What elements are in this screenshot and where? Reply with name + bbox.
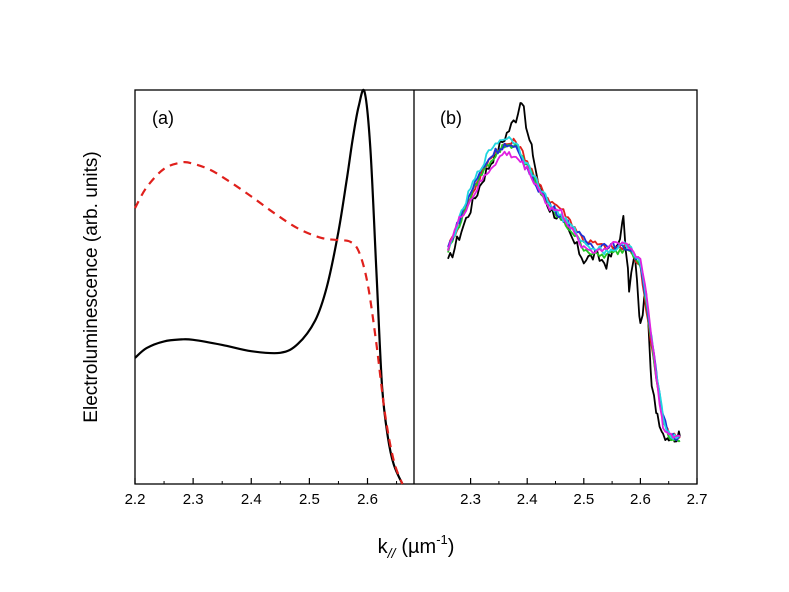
x-tick-label-a-1: 2.3 — [183, 491, 204, 508]
x-tick-label-b-0: 2.3 — [460, 491, 481, 508]
panel-a-label: (a) — [152, 108, 174, 128]
series-line-a-dashed — [134, 161, 404, 485]
x-tick-label-a-4: 2.6 — [357, 491, 378, 508]
x-tick-label-b-2: 2.5 — [573, 491, 594, 508]
x-label-k: k — [378, 536, 389, 558]
panel-b-series — [447, 102, 681, 443]
series-line-b-black — [447, 102, 681, 443]
x-tick-label-a-0: 2.2 — [125, 491, 146, 508]
x-axis-label: k//(µm-1) — [378, 532, 455, 561]
x-axis-ticks: 2.2 2.3 2.4 2.5 2.6 2.3 2.4 2.5 2.6 2.7 — [125, 478, 708, 508]
y-axis-label: Electroluminescence (arb. units) — [81, 151, 102, 422]
x-label-subscript: // — [387, 545, 398, 561]
x-label-unit-sup: -1 — [436, 532, 448, 547]
series-line-b-magenta — [447, 150, 681, 439]
plot-frame — [134, 89, 698, 485]
x-label-unit-post: ) — [448, 536, 455, 558]
panel-a-series — [134, 88, 404, 485]
x-tick-label-b-4: 2.7 — [687, 491, 708, 508]
x-tick-label-b-3: 2.6 — [630, 491, 651, 508]
panel-b-label: (b) — [440, 108, 462, 128]
x-tick-label-a-3: 2.5 — [299, 491, 320, 508]
series-line-a-solid — [134, 88, 404, 485]
x-label-unit-pre: (µm — [401, 536, 436, 558]
x-tick-label-b-1: 2.4 — [517, 491, 538, 508]
x-tick-label-a-2: 2.4 — [241, 491, 262, 508]
